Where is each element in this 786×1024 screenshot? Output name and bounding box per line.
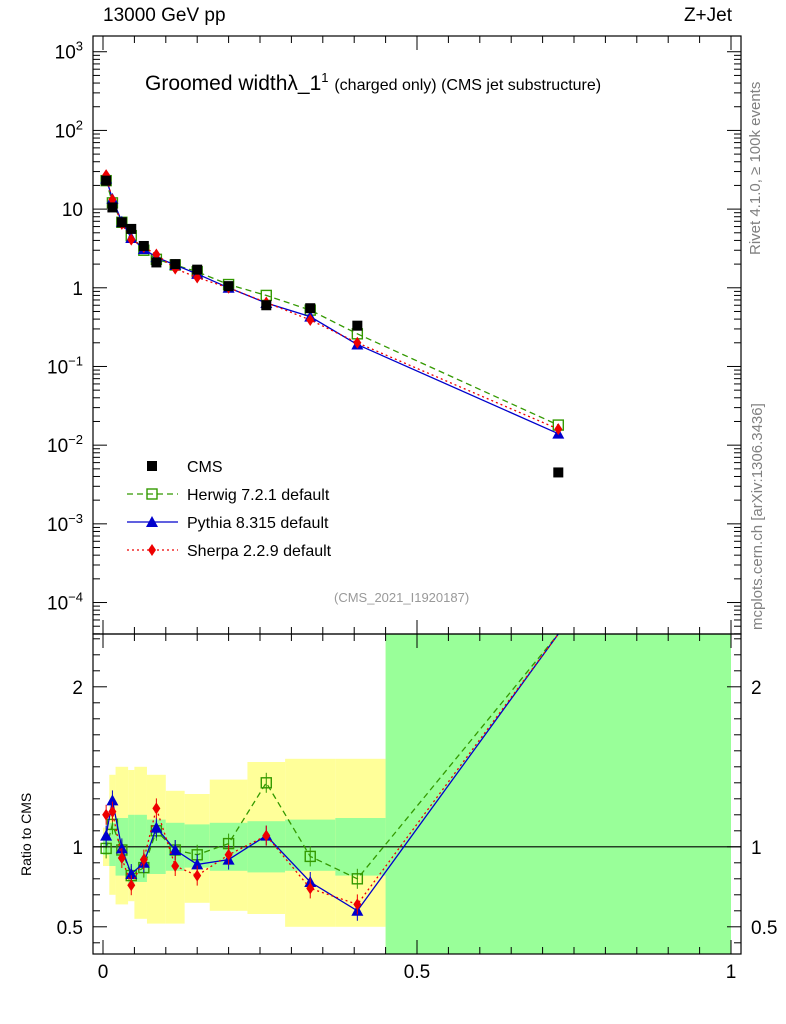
series-point [127,233,136,246]
legend-marker [146,488,158,500]
ratio-point [260,777,272,789]
legend: CMS Herwig 7.2.1 default Pythia 8.315 defa… [127,459,332,560]
ratio-point [117,852,126,864]
xtick-label: 0.5 [404,962,430,983]
data-point [192,264,203,275]
ratio-point [108,805,117,818]
data-point [116,217,127,228]
title-suffix: (charged only) (CMS jet substructure) [334,77,602,94]
main-ytick-label: 10 [62,200,83,221]
main-series [100,169,565,478]
ratio-ytick-label: 0.5 [57,918,83,939]
header-left: 13000 GeV pp [103,5,226,26]
ratio-point [191,858,204,870]
data-point [223,281,234,292]
data-point [261,300,272,311]
data-point [170,259,181,270]
main-ytick-label: 103 [55,39,83,64]
ratio-point [353,898,362,911]
ratio-ytick-label: 1 [72,838,83,859]
source-label: mcplots.cern.ch [arXiv:1306.3436] [749,403,766,630]
data-point [107,202,118,213]
ratio-ytick-label-right: 1 [751,838,762,859]
ratio-point [115,842,128,854]
main-ytick-label: 1 [72,279,83,300]
inner-band-bin [385,634,731,954]
series-line [105,175,559,430]
header-right: Z+Jet [683,5,732,26]
xtick-label: 0 [98,962,109,983]
ratio-point [106,794,119,806]
main-ytick-label: 102 [55,117,83,142]
main-ytick-label: 10−4 [47,590,83,615]
legend-marker [146,516,158,527]
title-symbol: λ_1 [287,72,322,95]
ratio-point [171,860,180,872]
chart-title: Groomed widthλ_11 (charged only) (CMS je… [145,70,601,96]
series-point [353,336,362,349]
xtick-label: 1 [726,962,737,983]
ratio-point [150,821,163,833]
ratio-ylabel: Ratio to CMS [18,792,34,876]
series-line [105,178,559,435]
ratio-bands [93,634,741,954]
axes: 10−4 10−3 10−2 10−1 1 10 102 103 0 0.5 1 0.5 0.5 1 1 2 2 [47,35,777,983]
ratio-point [100,829,113,841]
main-ytick-label: 10−3 [47,511,83,536]
ratio-ytick-label-right: 0.5 [751,918,777,939]
ratio-point [351,873,364,885]
ratio-point [152,802,161,815]
title-text: Groomed width [145,72,288,95]
ratio-clipped [100,634,559,921]
data-point [138,240,149,251]
inner-band-bin [128,814,135,884]
legend-label: Pythia 8.315 default [187,515,329,532]
series-point [306,313,315,326]
main-ytick-label: 10−2 [47,432,83,457]
ratio-point [169,844,182,855]
main-ytick-label: 10−1 [47,353,83,378]
inner-band-bin [109,822,116,866]
ratio-point [306,882,315,895]
data-point [101,175,112,186]
ratio-point [139,853,148,866]
legend-marker [147,461,157,471]
legend-label: Sherpa 2.2.9 default [187,543,332,560]
ratio-point [193,869,202,882]
series-line [105,180,559,426]
ratio-point [224,848,233,861]
legend-marker [148,544,156,556]
data-point [305,303,316,314]
series-point [554,423,563,436]
ratio-series [100,634,559,921]
data-point [126,223,137,234]
ratio-point [125,868,138,879]
title-sup: 1 [321,70,329,85]
data-point [352,320,363,331]
ratio-point [102,808,111,821]
rivet-label: Rivet 4.1.0, ≥ 100k events [747,81,764,255]
data-point [151,257,162,268]
legend-label: Herwig 7.2.1 default [187,487,330,504]
legend-label: CMS [187,459,223,476]
ratio-point [127,879,136,892]
ratio-ytick-label-right: 2 [751,678,762,699]
ratio-ytick-label: 2 [72,678,83,699]
ratio-point [262,829,271,842]
analysis-id: (CMS_2021_I1920187) [334,590,470,605]
data-point [553,467,564,478]
ratio-point [304,850,316,863]
